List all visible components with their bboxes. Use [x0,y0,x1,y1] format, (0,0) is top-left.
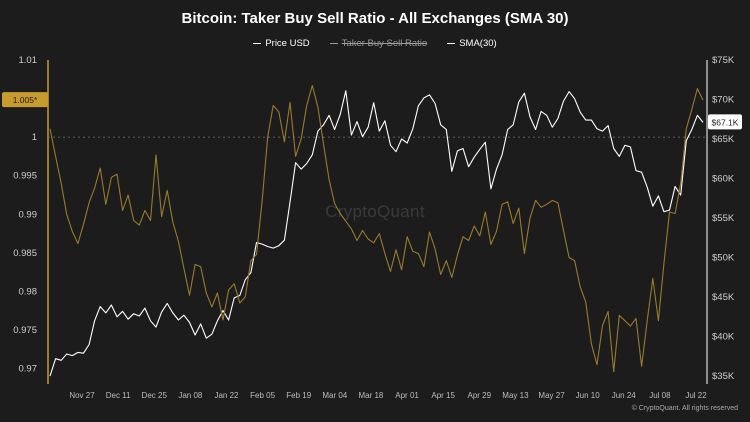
sma-value-text: 1.005* [13,95,38,105]
legend-item-sma[interactable]: SMA(30) [447,38,497,49]
y-right-tick-label: $75K [712,55,735,66]
y-right-tick-label: $70K [712,95,735,106]
x-tick-label: Feb 19 [286,391,311,400]
x-tick-label: Jun 10 [576,391,601,400]
x-tick-label: Apr 15 [431,391,455,400]
x-tick-label: Apr 01 [395,391,419,400]
legend-item-taker-ratio[interactable]: Taker Buy Sell Ratio [329,38,428,49]
y-right-tick-label: $35K [712,371,735,382]
price-line [49,90,704,377]
y-left-tick-label: 0.99 [19,209,38,220]
price-value-text: $67.1K [712,117,739,127]
watermark: CryptoQuant [325,202,425,221]
y-right-tick-label: $45K [712,292,735,303]
chart-title: Bitcoin: Taker Buy Sell Ratio - All Exch… [181,10,569,27]
y-left-tick-label: 0.97 [19,364,38,375]
x-tick-label: Dec 11 [106,391,131,400]
sma-line [49,84,704,373]
y-right-tick-label: $60K [712,174,735,185]
x-tick-label: Jan 22 [214,391,239,400]
y-right-tick-label: $65K [712,134,735,145]
x-tick-label: May 27 [538,391,565,400]
y-left-tick-label: 0.995 [13,171,37,182]
y-left-tick-label: 0.985 [13,248,37,259]
legend: Price USD Taker Buy Sell Ratio SMA(30) [0,38,750,49]
x-tick-label: Jan 08 [178,391,203,400]
y-right-tick-label: $40K [712,332,735,343]
legend-swatch-taker-ratio [329,42,338,45]
legend-item-price[interactable]: Price USD [253,38,310,49]
y-left-tick-label: 0.98 [19,286,38,297]
sma-value-badge [2,92,48,108]
x-tick-label: Nov 27 [69,391,95,400]
x-tick-label: Mar 04 [322,391,347,400]
x-tick-label: Mar 18 [358,391,383,400]
legend-label-taker-ratio: Taker Buy Sell Ratio [341,38,428,49]
x-tick-label: Jul 22 [685,391,707,400]
y-right-tick-label: $55K [712,213,735,224]
x-tick-label: May 13 [502,391,529,400]
x-tick-label: Jun 24 [612,391,637,400]
legend-swatch-price [253,42,262,45]
legend-swatch-sma [447,42,456,45]
copyright-text: © CryptoQuant. All rights reserved [631,405,738,412]
legend-label-sma: SMA(30) [459,38,497,49]
x-tick-label: Dec 25 [142,391,168,400]
y-right-tick-label: $50K [712,253,735,264]
x-tick-label: Apr 29 [468,391,492,400]
x-tick-label: Feb 05 [250,391,275,400]
y-left-tick-label: 1 [32,132,37,143]
y-left-tick-label: 0.975 [13,325,37,336]
y-left-tick-label: 1.01 [19,55,38,66]
price-value-badge [708,114,742,130]
legend-label-price: Price USD [265,38,310,49]
x-tick-label: Jul 08 [649,391,671,400]
